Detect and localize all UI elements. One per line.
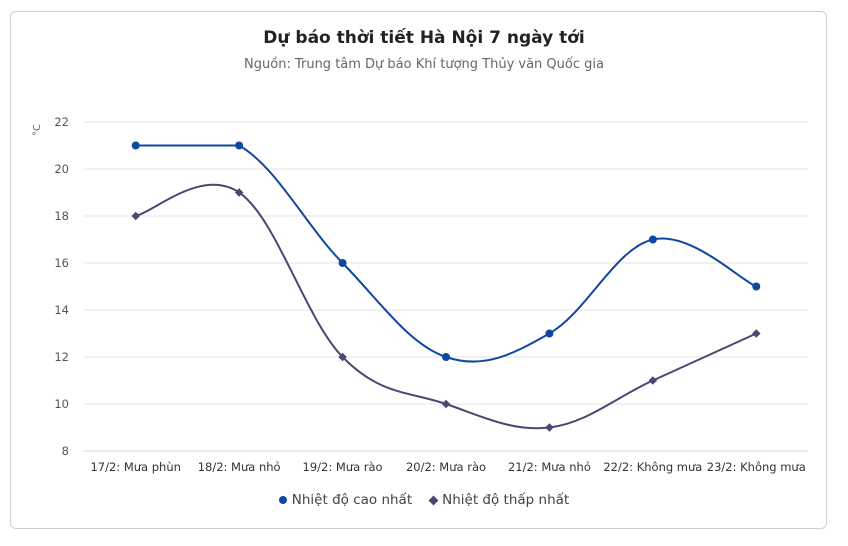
legend-label-low: Nhiệt độ thấp nhất <box>442 492 570 508</box>
data-point-low[interactable] <box>131 211 140 221</box>
data-point-high[interactable] <box>131 141 140 150</box>
x-tick-label: 17/2: Mưa phùn <box>90 460 180 474</box>
data-point-high[interactable] <box>752 282 761 291</box>
y-tick-label: 12 <box>54 350 69 364</box>
low-temp-line <box>135 183 757 430</box>
chart-title: Dự báo thời tiết Hà Nội 7 ngày tới <box>263 28 585 48</box>
y-tick-label: 10 <box>54 397 69 411</box>
legend-label-high: Nhiệt độ cao nhất <box>291 492 413 508</box>
legend: Nhiệt độ cao nhất Nhiệt độ thấp nhất <box>0 492 848 508</box>
x-tick-label: 23/2: Không mưa <box>707 460 806 474</box>
series-lines <box>131 141 761 432</box>
data-point-low[interactable] <box>441 399 451 409</box>
diamond-marker-icon <box>428 495 439 505</box>
legend-item-high[interactable]: Nhiệt độ cao nhất <box>278 492 413 508</box>
y-tick-label: 8 <box>62 444 69 458</box>
y-tick-label: 16 <box>54 256 69 270</box>
y-axis-ticks: 8 10 12 14 16 18 20 22 <box>54 115 69 458</box>
y-tick-label: 20 <box>54 162 69 176</box>
high-temp-line <box>135 144 757 363</box>
y-tick-label: 14 <box>54 303 69 317</box>
data-point-low[interactable] <box>545 423 554 432</box>
chart-subtitle: Nguồn: Trung tâm Dự báo Khí tượng Thủy v… <box>244 57 604 72</box>
legend-item-low[interactable]: Nhiệt độ thấp nhất <box>428 492 570 508</box>
data-point-low[interactable] <box>752 329 761 338</box>
x-tick-label: 18/2: Mưa nhỏ <box>198 460 281 474</box>
x-tick-label: 22/2: Không mưa <box>603 460 702 474</box>
data-point-low[interactable] <box>648 376 658 385</box>
data-point-low[interactable] <box>234 188 244 197</box>
circle-marker-icon <box>278 496 287 504</box>
data-point-high[interactable] <box>235 141 244 150</box>
data-point-high[interactable] <box>338 259 347 267</box>
x-axis-ticks: 17/2: Mưa phùn 18/2: Mưa nhỏ 19/2: Mưa rào… <box>90 460 805 474</box>
data-point-high[interactable] <box>442 353 450 361</box>
x-tick-label: 20/2: Mưa rào <box>406 460 486 474</box>
data-point-high[interactable] <box>648 235 657 244</box>
x-tick-label: 19/2: Mưa rào <box>303 460 383 474</box>
y-axis-unit: °C <box>32 124 43 136</box>
y-tick-label: 18 <box>54 209 69 223</box>
chart-card <box>10 11 827 529</box>
x-tick-label: 21/2: Mưa nhỏ <box>508 460 591 474</box>
data-point-low[interactable] <box>338 352 347 362</box>
y-tick-label: 22 <box>54 115 69 129</box>
data-point-high[interactable] <box>545 329 554 338</box>
